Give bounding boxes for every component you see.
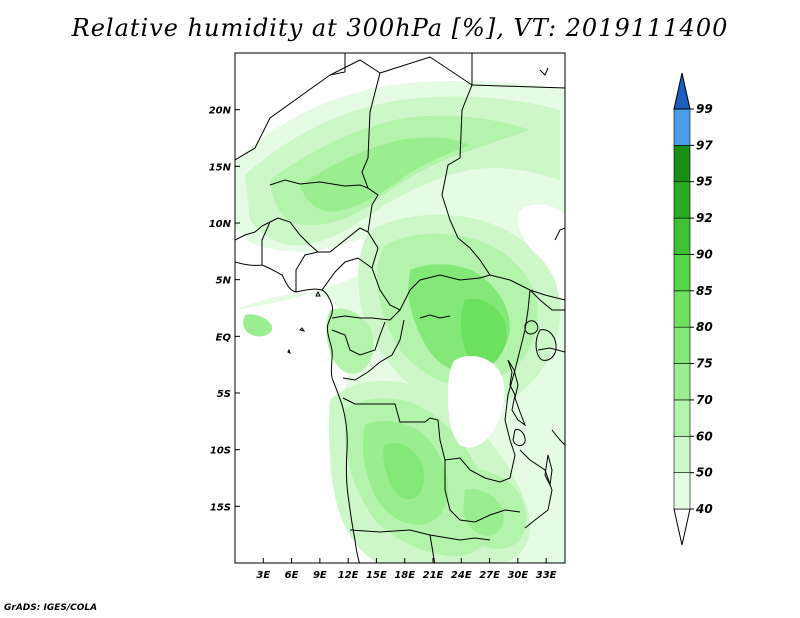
x-tick-label: 6E: [285, 570, 299, 581]
country-border: [551, 429, 565, 446]
x-tick-label: 12E: [338, 570, 359, 581]
country-border: [537, 347, 565, 353]
colorbar-high-arrow: [673, 72, 691, 110]
country-border: [361, 72, 381, 233]
country-border: [295, 251, 319, 292]
colorbar-label: 97: [696, 138, 713, 152]
country-border: [444, 460, 521, 523]
colorbar-label: 80: [696, 320, 713, 334]
colorbar-segment: [673, 290, 691, 328]
colorbar-segment: [673, 254, 691, 292]
x-tick-label: 21E: [423, 570, 444, 581]
colorbar-label: 92: [696, 211, 713, 225]
colorbar-segment: [673, 145, 691, 183]
colorbar-label: 70: [696, 393, 713, 407]
plot-title: Relative humidity at 300hPa [%], VT: 201…: [71, 14, 729, 42]
country-border: [321, 257, 373, 291]
coastline: [235, 261, 360, 563]
x-tick-label: 18E: [394, 570, 415, 581]
humidity-shading: [235, 80, 565, 563]
x-tick-label: 30E: [507, 570, 528, 581]
lake-outline: [524, 320, 539, 335]
colorbar-segment: [673, 181, 691, 219]
country-border: [235, 53, 473, 161]
y-tick-label: 15N: [209, 162, 232, 173]
colorbar-label: 90: [696, 247, 713, 261]
island: [299, 327, 306, 332]
x-tick-label: 3E: [256, 570, 270, 581]
y-tick-label: 10S: [210, 446, 231, 457]
colorbar-segment: [673, 108, 691, 146]
x-tick-label: 15E: [366, 570, 387, 581]
axis-ticks: [235, 109, 547, 563]
humidity-region: [448, 356, 505, 448]
colorbar-label: 60: [696, 429, 713, 443]
country-border: [329, 53, 346, 76]
country-border: [331, 309, 401, 321]
colorbar-label: 85: [696, 284, 713, 298]
humidity-region: [300, 137, 470, 212]
x-tick-label: 24E: [451, 570, 472, 581]
colorbar-segment: [673, 399, 691, 437]
lake-outline: [535, 329, 557, 361]
colorbar-segment: [673, 326, 691, 364]
river: [419, 314, 451, 319]
y-tick-label: 10N: [209, 219, 232, 230]
humidity-region: [518, 204, 565, 275]
colorbar-segment: [673, 217, 691, 255]
island: [315, 290, 321, 297]
humidity-region: [243, 314, 273, 337]
x-tick-label: 27E: [479, 570, 500, 581]
axis-labels: 3E 6E 9E 12E 15E 18E 21E 24E 27E 30E 33E 20N 15N 10N 5…: [209, 106, 557, 581]
river: [554, 227, 565, 241]
colorbar-label: 99: [696, 102, 713, 116]
country-border: [471, 84, 565, 89]
country-border: [331, 321, 386, 356]
country-boundaries: [235, 53, 565, 563]
y-tick-label: 5S: [217, 389, 231, 400]
country-border: [261, 221, 271, 265]
humidity-region: [383, 443, 425, 500]
lake-outline: [544, 454, 553, 487]
colorbar-label: 40: [695, 502, 713, 516]
lake-outline: [512, 429, 526, 447]
country-border: [441, 84, 565, 301]
country-border: [367, 231, 491, 311]
colorbar-segment: [673, 472, 691, 510]
y-tick-label: EQ: [216, 332, 232, 343]
river: [539, 67, 549, 76]
country-border: [235, 217, 369, 253]
colorbar: 40 50 60 70 75 80 85 90 92 95 97 99: [673, 72, 713, 546]
country-border: [269, 179, 369, 189]
colorbar-segment: [673, 363, 691, 401]
x-tick-label: 33E: [536, 570, 557, 581]
humidity-region: [460, 298, 507, 367]
colorbar-label: 50: [696, 466, 713, 480]
humidity-region: [463, 488, 504, 537]
humidity-region: [326, 308, 374, 374]
island: [287, 348, 291, 354]
y-tick-label: 5N: [216, 276, 232, 287]
colorbar-label: 95: [696, 175, 713, 189]
grads-credit: GrADS: IGES/COLA: [4, 603, 98, 613]
colorbar-label: 75: [696, 357, 713, 371]
y-tick-label: 15S: [210, 502, 231, 513]
x-tick-label: 9E: [313, 570, 327, 581]
country-border: [529, 289, 565, 311]
y-tick-label: 20N: [209, 106, 232, 117]
country-border: [342, 289, 531, 483]
colorbar-segment: [673, 435, 691, 473]
lake-outline: [507, 359, 527, 427]
country-border: [342, 319, 405, 381]
map-frame: [234, 52, 566, 564]
country-border: [429, 534, 436, 563]
country-border: [519, 449, 553, 529]
colorbar-low-arrow: [673, 508, 691, 546]
